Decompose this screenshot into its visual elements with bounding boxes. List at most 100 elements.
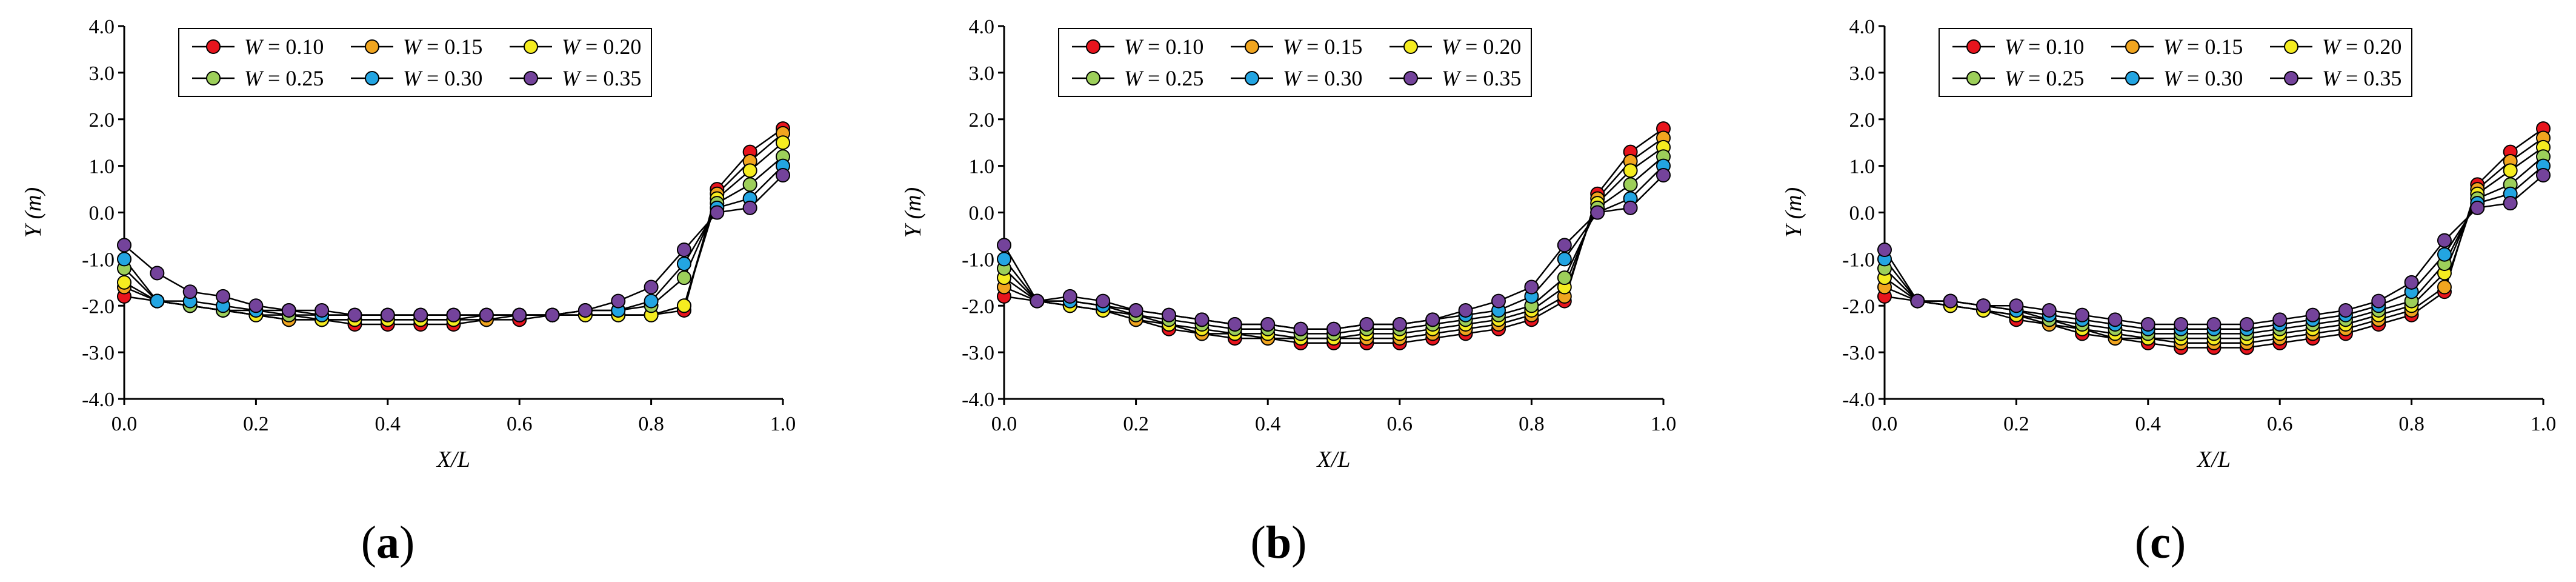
data-point (1162, 307, 1176, 323)
y-tick-label: 1.0 (89, 156, 115, 178)
legend-label: W = 0.35 (562, 66, 641, 90)
legend-label: W = 0.15 (1283, 35, 1362, 59)
data-point (150, 266, 165, 281)
data-point (117, 275, 131, 290)
legend-marker (1966, 71, 1981, 85)
legend-equals: = (2182, 66, 2205, 90)
y-tick-label: 4.0 (969, 16, 995, 38)
legend-label: W = 0.20 (1442, 35, 1521, 59)
legend-value: 0.35 (1483, 66, 1521, 90)
legend-value: 0.25 (285, 66, 324, 90)
legend-symbol: W (2163, 66, 2183, 90)
legend-value: 0.35 (2363, 66, 2401, 90)
x-axis-label: X/L (436, 447, 470, 472)
legend-symbol: W (1283, 35, 1303, 59)
legend-marker (1245, 71, 1259, 85)
legend-value: 0.30 (1324, 66, 1362, 90)
chart-panel: -4.0 -3.0 -2.0 -1.0 0.0 1.0 2.0 3.0 4.0 0.0 0.2 0.4… (21, 16, 796, 472)
data-point (545, 307, 560, 323)
legend-equals: = (1142, 66, 1165, 90)
y-tick-label: -2.0 (1842, 295, 1875, 318)
legend-box (1939, 28, 2412, 97)
legend-label: W = 0.20 (2322, 35, 2401, 59)
data-point (2371, 293, 2386, 309)
data-point (2272, 312, 2288, 327)
legend-marker (206, 71, 221, 85)
legend-box (178, 28, 652, 97)
legend: W = 0.10 W = 0.15 W = 0.20W = 0.25 W = 0.30… (1939, 28, 2412, 97)
data-point (1326, 321, 1341, 336)
data-point (2305, 307, 2320, 323)
y-tick-label: 0.0 (1849, 202, 1875, 225)
data-point (676, 298, 691, 313)
legend-value: 0.15 (1324, 35, 1362, 59)
y-tick-label: -1.0 (1842, 249, 1875, 271)
data-point (315, 303, 330, 318)
x-tick-label: 0.4 (2135, 413, 2162, 435)
legend-equals: = (1301, 35, 1324, 59)
data-point (2009, 298, 2024, 313)
y-tick-label: 2.0 (969, 109, 995, 132)
data-point (644, 293, 659, 309)
x-tick-label: 0.8 (1519, 413, 1545, 435)
legend-symbol: W (2322, 66, 2342, 90)
legend-marker (2284, 39, 2298, 54)
data-point (577, 303, 593, 318)
caption-open-paren: ( (1251, 517, 1266, 568)
y-tick-label: -2.0 (82, 295, 115, 318)
legend-label: W = 0.35 (2322, 66, 2401, 90)
data-point (281, 303, 296, 318)
legend-equals: = (580, 35, 603, 59)
legend: W = 0.10 W = 0.15 W = 0.20W = 0.25 W = 0.30… (1058, 28, 1532, 97)
y-tick-label: 3.0 (1849, 62, 1875, 85)
data-point (2536, 168, 2551, 182)
data-point (1623, 177, 1638, 192)
data-point (1976, 298, 1991, 313)
y-tick-label: -1.0 (82, 249, 115, 271)
legend-box (1058, 28, 1532, 97)
legend-symbol: W (244, 66, 264, 90)
legend-symbol: W (1283, 66, 1303, 90)
legend-value: 0.15 (444, 35, 482, 59)
data-point (1877, 242, 1892, 257)
data-point (150, 293, 165, 309)
data-point (1524, 279, 1539, 295)
y-tick-label: 0.0 (89, 202, 115, 225)
x-axis-label: X/L (2196, 447, 2231, 472)
legend-value: 0.35 (603, 66, 641, 90)
legend-equals: = (2023, 35, 2046, 59)
y-tick-label: 1.0 (1849, 156, 1875, 178)
data-point (1227, 317, 1242, 332)
legend-marker (524, 39, 538, 54)
data-point (644, 279, 659, 295)
data-point (1491, 293, 1506, 309)
x-tick-label: 0.2 (243, 413, 269, 435)
x-tick-label: 0.8 (2398, 413, 2425, 435)
x-tick-label: 0.0 (991, 413, 1017, 435)
data-point (611, 293, 626, 309)
y-tick-label: -1.0 (962, 249, 994, 271)
data-point (997, 238, 1011, 253)
x-tick-label: 0.6 (507, 413, 533, 435)
legend-label: W = 0.30 (1283, 66, 1362, 90)
legend-symbol: W (562, 35, 582, 59)
data-point (2470, 200, 2485, 215)
data-point (1359, 317, 1374, 332)
data-point (2338, 303, 2353, 318)
data-point (2437, 247, 2452, 262)
legend-symbol: W (2005, 35, 2025, 59)
y-tick-label: -4.0 (82, 389, 115, 411)
legend-marker (1966, 39, 1981, 54)
data-point (997, 252, 1011, 267)
legend-label: W = 0.30 (403, 66, 482, 90)
data-point (1623, 163, 1638, 178)
legend-symbol: W (403, 66, 423, 90)
x-tick-label: 0.6 (1387, 413, 1413, 435)
data-point (2437, 279, 2452, 295)
y-tick-label: -4.0 (1842, 389, 1875, 411)
data-point (2075, 307, 2090, 323)
caption-close-paren: ) (1291, 517, 1306, 568)
y-tick-label: 0.0 (969, 202, 995, 225)
y-tick-label: -2.0 (962, 295, 994, 318)
legend-marker (206, 39, 221, 54)
